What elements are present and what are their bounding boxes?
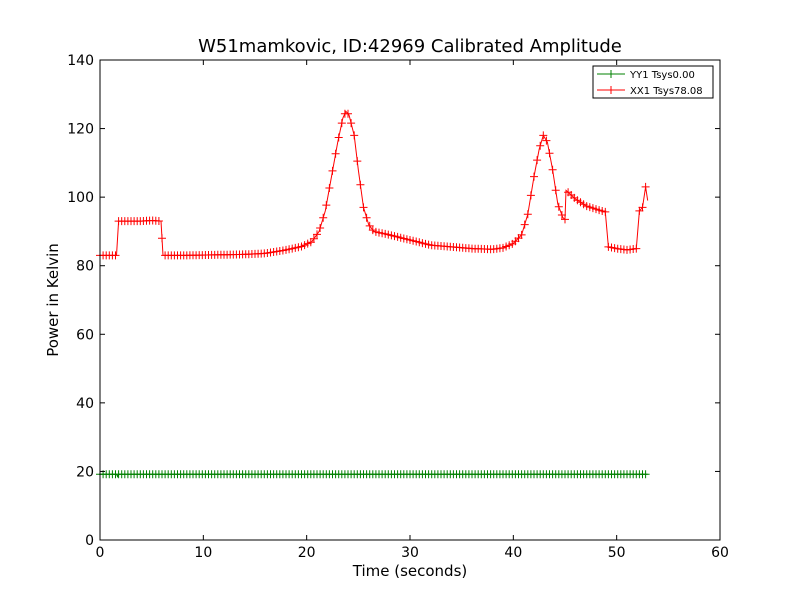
data-point-marker [309, 234, 318, 243]
legend-label-yy1: YY1 Tsys0.00 [629, 70, 695, 81]
data-point-marker [545, 149, 554, 158]
x-tick-label: 10 [194, 545, 212, 561]
data-point-marker [154, 217, 163, 225]
data-point-marker [111, 251, 120, 260]
data-point-marker [158, 234, 166, 243]
plot-area: 0 10 20 30 40 50 60 0 20 40 60 80 100 120 140 [67, 53, 729, 561]
legend-frame [592, 65, 714, 99]
data-point-marker [523, 210, 532, 219]
data-point-marker [520, 220, 529, 229]
series-layer [96, 109, 650, 479]
data-point-marker [539, 131, 548, 140]
legend-marker-yy1 [607, 70, 615, 78]
data-point-marker [347, 119, 356, 128]
data-point-marker [350, 131, 359, 140]
data-point-marker [601, 207, 610, 216]
y-tick-label: 80 [76, 259, 94, 275]
x-axis-label: Time (seconds) [352, 562, 468, 580]
x-tick-label: 0 [96, 545, 105, 561]
data-point-marker [557, 211, 566, 219]
data-point-marker [551, 186, 560, 195]
data-point-marker [548, 165, 557, 174]
data-point-marker [554, 202, 563, 211]
data-point-marker [316, 224, 325, 232]
x-tick-label: 40 [504, 545, 522, 561]
data-point-marker [362, 213, 371, 222]
x-tick-label: 20 [298, 545, 316, 561]
legend-entry-xx1: XX1 Tsys78.08 [597, 86, 703, 97]
data-point-marker [344, 109, 352, 118]
ticks-layer: 0 10 20 30 40 50 60 0 20 40 60 80 100 120 140 [67, 53, 729, 561]
data-point-marker [517, 230, 526, 239]
data-point-marker [561, 215, 569, 224]
y-tick-label: 100 [67, 190, 94, 206]
chart-title: W51mamkovic, ID:42969 Calibrated Amplitu… [198, 36, 622, 57]
data-point-marker [533, 156, 542, 165]
y-tick-label: 140 [67, 53, 94, 69]
legend-label-xx1: XX1 Tsys78.08 [630, 86, 703, 97]
data-point-marker [641, 182, 650, 191]
data-point-marker [641, 470, 650, 479]
x-tick-label: 50 [608, 545, 626, 561]
y-tick-label: 0 [85, 533, 94, 549]
data-point-marker [319, 213, 328, 222]
data-point-marker [526, 191, 535, 200]
y-tick-label: 120 [67, 122, 94, 138]
data-point-marker [353, 157, 362, 166]
data-point-marker [334, 133, 343, 142]
series-markers-1 [96, 109, 650, 260]
legend-marker-xx1 [607, 86, 615, 94]
data-point-marker [328, 166, 337, 175]
data-point-marker [337, 119, 346, 128]
y-tick-label: 40 [76, 396, 94, 412]
legend: YY1 Tsys0.00 XX1 Tsys78.08 [592, 65, 714, 99]
data-point-marker [542, 136, 551, 145]
data-point-marker [536, 141, 545, 150]
data-point-marker [356, 180, 365, 189]
y-tick-label: 60 [76, 327, 94, 343]
legend-entry-yy1: YY1 Tsys0.00 [597, 70, 695, 81]
data-point-marker [331, 149, 340, 158]
data-point-marker [638, 203, 647, 212]
x-tick-label: 30 [401, 545, 419, 561]
data-point-marker [325, 184, 334, 192]
y-tick-label: 20 [76, 464, 94, 480]
data-point-marker [359, 203, 368, 212]
series-markers-0 [96, 470, 650, 479]
y-axis-label: Power in Kelvin [44, 243, 62, 357]
data-point-marker [322, 201, 331, 210]
data-point-marker [530, 172, 538, 181]
data-point-marker [313, 230, 321, 239]
data-point-marker [365, 221, 374, 230]
data-point-marker [632, 244, 641, 253]
x-tick-label: 60 [711, 545, 729, 561]
